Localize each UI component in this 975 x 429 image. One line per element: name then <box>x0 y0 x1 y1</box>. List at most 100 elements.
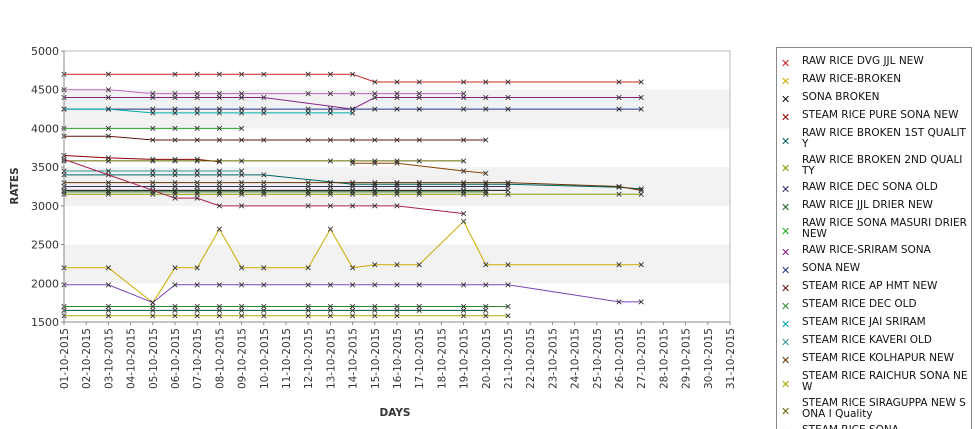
data-point <box>194 265 200 271</box>
data-point <box>216 226 223 232</box>
data-point <box>372 180 378 186</box>
data-point <box>327 191 334 197</box>
data-point <box>105 106 112 112</box>
legend-label: STEAM RICE AP HMT NEW <box>802 280 938 292</box>
data-point <box>216 313 223 319</box>
data-point <box>327 282 334 288</box>
data-point <box>172 125 178 132</box>
series-line <box>64 135 486 141</box>
data-point <box>216 106 223 112</box>
data-point <box>349 137 356 143</box>
data-point <box>349 191 356 197</box>
data-point <box>238 282 245 288</box>
data-point <box>372 137 378 143</box>
data-point <box>261 265 267 271</box>
legend-label: STEAM RICE PURE SONA NEW <box>802 109 959 121</box>
data-point <box>194 180 200 186</box>
data-point <box>150 168 156 174</box>
series-layer <box>61 71 644 319</box>
data-point <box>105 94 112 101</box>
data-point <box>105 125 112 132</box>
data-point <box>216 203 223 209</box>
x-tick-label: 20-10-2015 <box>481 328 493 389</box>
data-point <box>616 184 622 190</box>
legend-item: ✕ RAW RICE-BROKEN <box>777 73 971 88</box>
data-point <box>460 189 467 195</box>
data-point <box>460 183 467 190</box>
data-point <box>460 79 467 85</box>
legend-marker-icon: ✕ <box>781 404 791 418</box>
data-point <box>105 133 112 139</box>
data-point <box>305 307 311 314</box>
data-point <box>305 303 311 310</box>
y-tick-label: 1500 <box>31 316 59 329</box>
data-point <box>172 282 178 288</box>
legend-marker-icon: ✕ <box>781 183 791 196</box>
data-point <box>394 203 400 209</box>
data-point <box>638 79 644 85</box>
data-point <box>305 106 311 112</box>
data-point <box>105 191 112 197</box>
legend-label: STEAM RICE DEC OLD <box>802 298 917 310</box>
data-point <box>416 79 422 85</box>
x-tick-label: 22-10-2015 <box>525 328 537 389</box>
data-point <box>172 265 178 271</box>
data-point <box>394 262 400 268</box>
x-tick-label: 25-10-2015 <box>592 328 604 389</box>
data-point <box>172 137 178 143</box>
x-tick-label: 10-10-2015 <box>259 328 271 389</box>
data-point <box>105 158 112 164</box>
data-point <box>216 183 223 190</box>
y-tick-label: 4500 <box>31 84 59 97</box>
data-point <box>638 187 644 193</box>
data-point <box>105 71 112 77</box>
data-point <box>416 183 422 190</box>
x-tick-label: 13-10-2015 <box>325 328 337 389</box>
data-point <box>261 183 267 190</box>
data-point <box>150 307 156 314</box>
data-point <box>349 110 356 116</box>
data-point <box>238 191 245 197</box>
data-point <box>216 94 223 101</box>
legend-item: ✕ SONA BROKEN <box>777 92 971 106</box>
x-tick-label: 17-10-2015 <box>414 328 426 389</box>
data-point <box>394 191 400 197</box>
data-point <box>616 94 622 101</box>
data-point <box>505 262 511 268</box>
data-point <box>150 158 156 164</box>
data-point <box>150 172 156 178</box>
data-point <box>372 90 378 97</box>
x-tick-label: 04-10-2015 <box>126 328 138 389</box>
data-point <box>150 180 156 186</box>
data-point <box>372 106 378 112</box>
data-point <box>238 94 245 101</box>
data-point <box>261 189 267 195</box>
legend-marker-icon: ✕ <box>781 427 790 429</box>
data-point <box>216 125 223 132</box>
data-point <box>349 303 356 310</box>
legend-label: RAW RICE-BROKEN <box>802 73 902 85</box>
data-point <box>194 90 200 97</box>
data-point <box>105 180 112 186</box>
data-point <box>483 191 489 197</box>
legend-label: STEAM RICE JAI SRIRAM <box>802 316 926 328</box>
series-group <box>61 168 245 174</box>
data-point <box>505 282 511 288</box>
data-point <box>172 106 178 112</box>
data-point <box>416 158 422 164</box>
data-point <box>216 71 223 77</box>
data-point <box>349 265 356 271</box>
data-point <box>327 90 334 97</box>
data-point <box>327 313 334 319</box>
data-point <box>372 94 378 101</box>
legend-item: ✕ RAW RICE-SRIRAM SONA <box>777 245 971 259</box>
series-group <box>61 133 489 143</box>
data-point <box>194 172 200 178</box>
data-point <box>150 183 156 190</box>
data-point <box>216 172 223 178</box>
data-point <box>238 110 245 116</box>
data-point <box>261 282 267 288</box>
data-point <box>305 137 311 143</box>
data-point <box>372 183 378 190</box>
